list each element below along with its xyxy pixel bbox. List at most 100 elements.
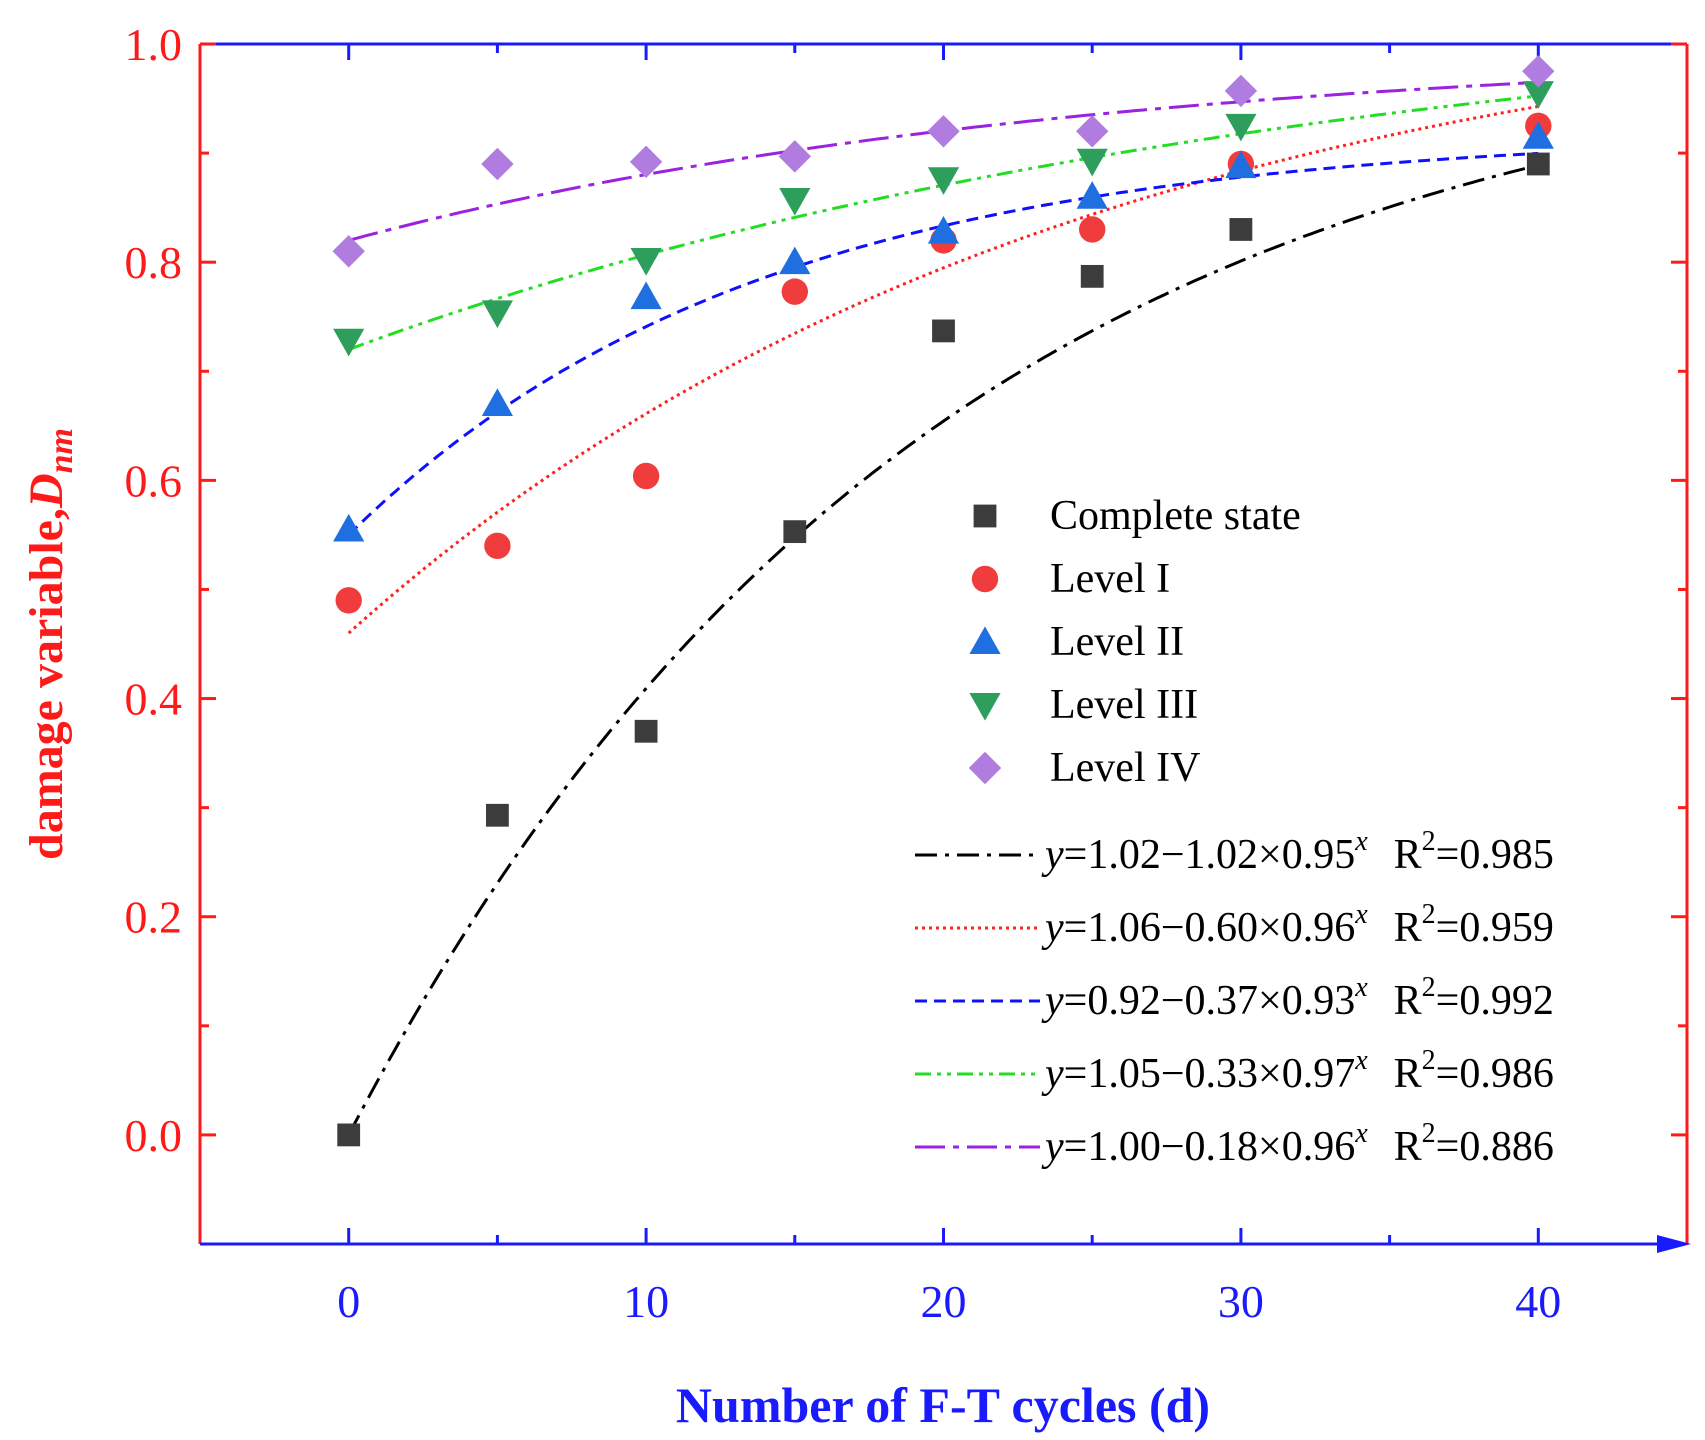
axes-group: 0 10 20 30 40 0.0 0.2 0.4 0.6 0.8 1.0	[125, 19, 1691, 1327]
y-axis-title-text: damage variable,	[20, 508, 73, 860]
data-point-series-4	[1076, 148, 1108, 177]
fit-exponent: x	[1354, 826, 1368, 857]
legend-label-3: Level II	[1050, 619, 1184, 665]
fit-equation: =1.02−1.02×0.95	[1064, 832, 1356, 878]
fit-y-symbol: y	[1041, 905, 1064, 951]
fit-curve-4	[348, 94, 1539, 351]
y-tick-label: 0.0	[125, 1110, 183, 1161]
fit-r2-superscript: 2	[1422, 1045, 1436, 1076]
legend-fit-label-2: y=1.06−0.60×0.96x R2=0.959	[1041, 899, 1554, 951]
data-point-series-5	[1076, 115, 1109, 148]
legend-fit-label-3: y=0.92−0.37×0.93x R2=0.992	[1041, 972, 1554, 1024]
data-point-series-1	[486, 803, 509, 827]
fit-r2-label: R	[1394, 1124, 1422, 1170]
data-point-series-5	[778, 140, 811, 173]
x-tick-label: 0	[337, 1276, 360, 1327]
data-point-series-4	[779, 188, 811, 216]
legend-marker-3	[969, 626, 1001, 654]
fit-r2-value: =0.886	[1436, 1124, 1554, 1170]
legend-marker-4	[969, 693, 1001, 721]
fit-r2-value: =0.986	[1436, 1051, 1554, 1097]
x-tick-label: 10	[623, 1276, 669, 1327]
data-point-series-5	[629, 145, 663, 179]
fit-r2-label: R	[1394, 832, 1422, 878]
data-point-series-1	[337, 1123, 361, 1147]
y-axis-title-subscript: nm	[43, 428, 80, 473]
data-point-series-3	[333, 513, 365, 542]
legend-label-4: Level III	[1050, 682, 1198, 728]
data-point-series-2	[1079, 216, 1106, 243]
y-axis-title: damage variable,Dnm	[20, 428, 80, 860]
fit-r2-superscript: 2	[1422, 826, 1436, 857]
data-point-series-1	[932, 319, 955, 343]
fit-curve-2	[347, 104, 1539, 635]
data-point-series-4	[1225, 113, 1257, 142]
x-tick-label: 30	[1218, 1276, 1264, 1327]
fit-r2-superscript: 2	[1422, 972, 1436, 1003]
x-tick-label: 20	[921, 1276, 967, 1327]
fit-r2-superscript: 2	[1422, 1118, 1436, 1149]
legend-label-2: Level I	[1050, 556, 1170, 602]
data-point-series-4	[927, 167, 960, 195]
fit-y-symbol: y	[1041, 1124, 1064, 1170]
data-point-series-5	[332, 235, 365, 268]
fit-equation: =0.92−0.37×0.93	[1064, 978, 1356, 1024]
fit-y-symbol: y	[1041, 832, 1064, 878]
fit-exponent: x	[1354, 972, 1368, 1003]
y-tick-label: 1.0	[125, 19, 183, 70]
legend-marker-5	[968, 751, 1002, 785]
y-tick-label: 0.8	[125, 237, 183, 288]
data-point-series-3	[1522, 121, 1554, 149]
legend-label-1: Complete state	[1050, 493, 1301, 539]
fit-r2-label: R	[1394, 1051, 1422, 1097]
data-point-series-3	[1076, 181, 1108, 209]
data-point-series-5	[1224, 74, 1258, 108]
data-point-series-3	[481, 388, 513, 416]
fit-curve-3	[347, 151, 1539, 536]
legend-fit-label-5: y=1.00−0.18×0.96x R2=0.886	[1041, 1118, 1554, 1170]
y-tick-label: 0.4	[125, 674, 183, 725]
fit-r2-label: R	[1394, 978, 1422, 1024]
legend-label-5: Level IV	[1050, 745, 1200, 791]
data-point-series-1	[634, 719, 658, 743]
fit-equation: =1.05−0.33×0.97	[1064, 1051, 1356, 1097]
data-point-series-1	[1229, 218, 1253, 241]
data-point-series-4	[333, 328, 365, 357]
fit-exponent: x	[1354, 899, 1368, 930]
data-point-series-4	[1522, 81, 1554, 109]
data-point-series-2	[781, 278, 808, 305]
legend-fit-label-4: y=1.05−0.33×0.97x R2=0.986	[1041, 1045, 1554, 1097]
legend: Complete state Level I Level II Level III Le…	[915, 493, 1554, 1170]
fit-r2-value: =0.985	[1436, 832, 1554, 878]
fit-curve-5	[348, 80, 1539, 242]
y-tick-label: 0.6	[125, 455, 183, 506]
data-point-series-1	[783, 520, 807, 544]
fit-r2-value: =0.992	[1436, 978, 1554, 1024]
data-point-series-3	[630, 281, 662, 310]
data-point-series-2	[632, 462, 660, 490]
x-tick-label: 40	[1515, 1276, 1561, 1327]
data-point-series-3	[1225, 150, 1257, 179]
fit-curve-1	[347, 163, 1539, 1136]
fit-curves-group	[347, 80, 1539, 1136]
data-point-series-5	[927, 115, 960, 148]
y-tick-label: 0.2	[125, 892, 183, 943]
data-point-series-3	[779, 246, 811, 275]
legend-marker-2	[971, 565, 999, 593]
data-point-series-4	[630, 248, 662, 276]
fit-r2-value: =0.959	[1436, 905, 1554, 951]
data-point-series-5	[1522, 55, 1555, 88]
data-point-series-1	[1080, 264, 1104, 288]
legend-marker-1	[973, 504, 997, 528]
fit-r2-superscript: 2	[1422, 899, 1436, 930]
x-axis-title: Number of F-T cycles (d)	[676, 1377, 1210, 1433]
legend-fit-label-1: y=1.02−1.02×0.95x R2=0.985	[1041, 826, 1554, 878]
fit-equation: =1.06−0.60×0.96	[1064, 905, 1356, 951]
data-point-series-4	[481, 300, 513, 328]
fit-y-symbol: y	[1041, 978, 1064, 1024]
y-axis-title-symbol: D	[20, 473, 73, 509]
data-point-series-2	[335, 587, 362, 614]
fit-equation: =1.00−0.18×0.96	[1064, 1124, 1356, 1170]
